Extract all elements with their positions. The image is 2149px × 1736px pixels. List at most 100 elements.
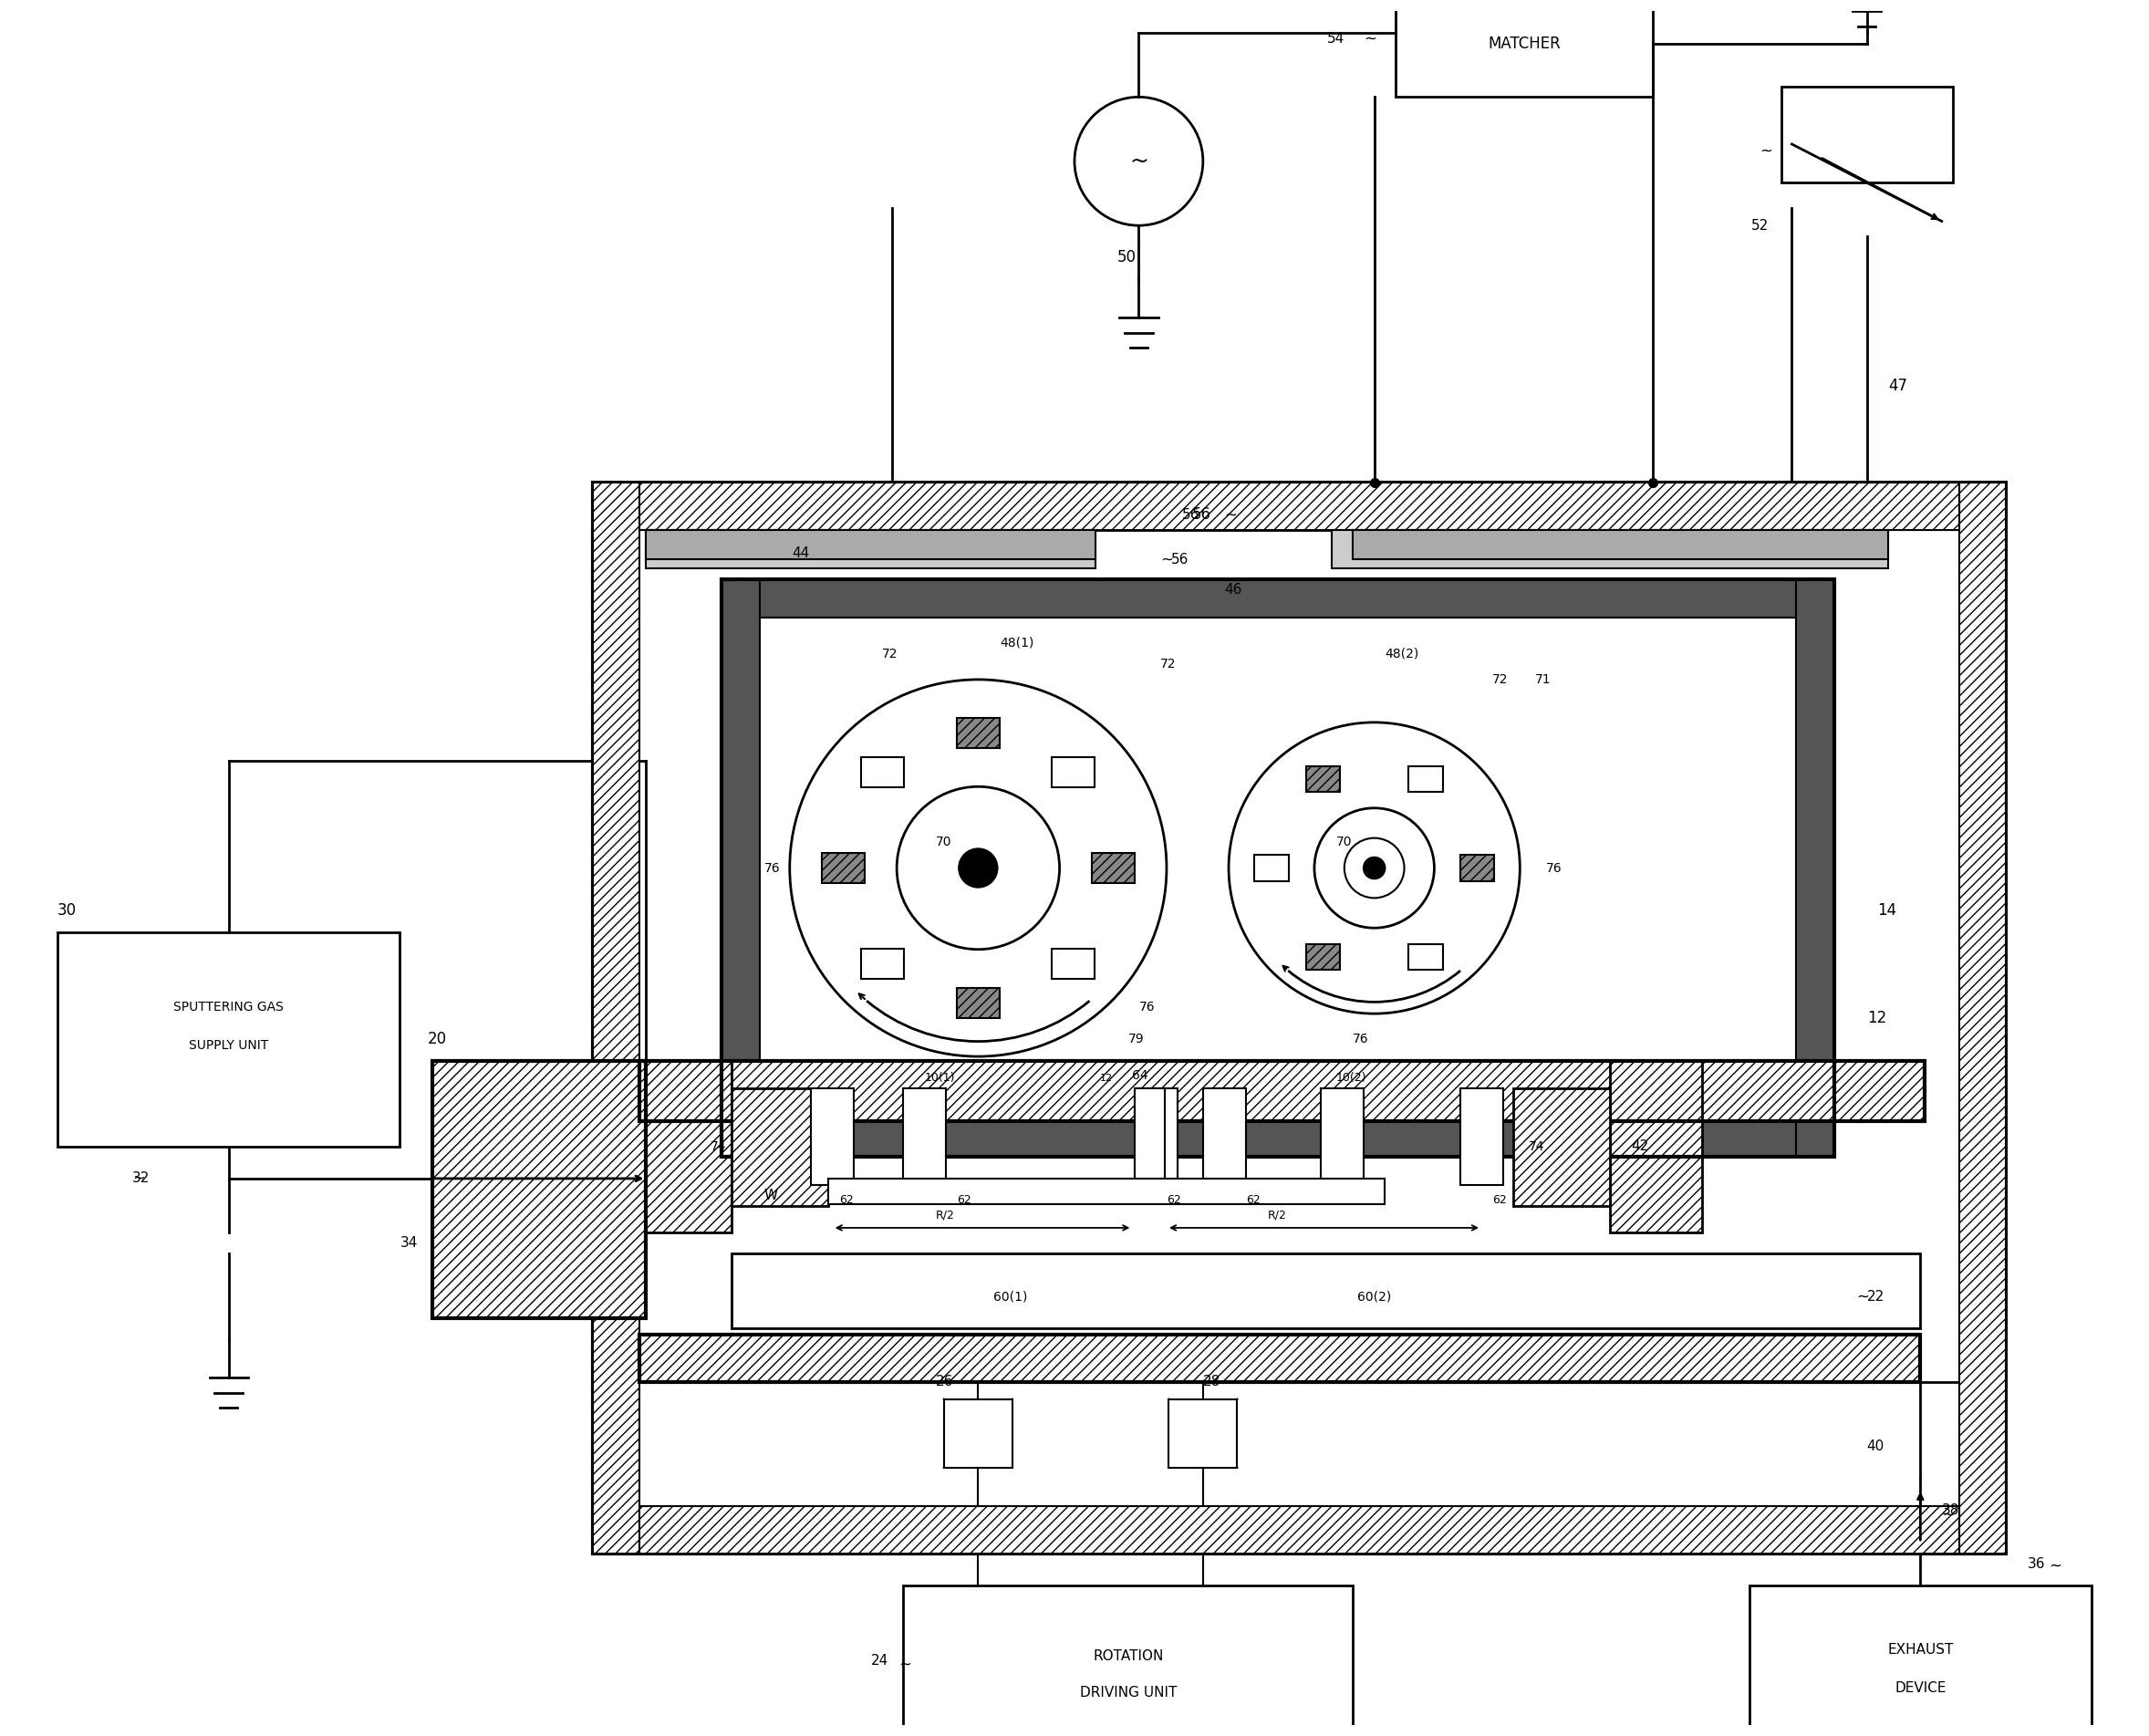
- Bar: [1203, 1088, 1246, 1186]
- Bar: [722, 1118, 1835, 1158]
- Bar: [1135, 1088, 1178, 1186]
- Circle shape: [789, 679, 1167, 1057]
- Text: 52: 52: [1751, 219, 1769, 233]
- Bar: [1354, 529, 1889, 559]
- Bar: [647, 529, 1096, 559]
- Text: SPUTTERING GAS: SPUTTERING GAS: [174, 1002, 284, 1014]
- Text: 56: 56: [1193, 507, 1212, 523]
- Text: SUPPLY UNIT: SUPPLY UNIT: [189, 1040, 269, 1052]
- Bar: [1307, 766, 1341, 792]
- Text: ~: ~: [1225, 507, 1238, 523]
- Circle shape: [896, 786, 1059, 950]
- Circle shape: [1365, 858, 1384, 878]
- Bar: [1960, 483, 2005, 1554]
- Text: R/2: R/2: [1268, 1208, 1287, 1220]
- Text: 56: 56: [1182, 509, 1199, 521]
- Text: 10(1): 10(1): [924, 1071, 954, 1083]
- Text: ~: ~: [1365, 31, 1375, 47]
- Bar: [647, 529, 1096, 568]
- Bar: [640, 1507, 1960, 1554]
- Bar: [1610, 1061, 1702, 1233]
- Bar: [1135, 1088, 1165, 1179]
- Text: 74: 74: [1528, 1141, 1545, 1153]
- Text: 60(1): 60(1): [993, 1290, 1027, 1302]
- Bar: [1322, 1088, 1365, 1186]
- Bar: [640, 1335, 1921, 1382]
- Text: ~: ~: [1943, 1507, 1956, 1522]
- Text: 40: 40: [1867, 1439, 1885, 1453]
- Text: 47: 47: [1889, 378, 1908, 394]
- Text: ~: ~: [898, 1656, 911, 1674]
- Bar: [862, 948, 905, 979]
- Bar: [58, 932, 400, 1146]
- Bar: [821, 852, 864, 884]
- Text: DEVICE: DEVICE: [1895, 1682, 1947, 1694]
- Bar: [640, 1061, 733, 1233]
- Bar: [1459, 856, 1494, 880]
- Text: 72: 72: [881, 648, 898, 660]
- Bar: [1255, 856, 1289, 880]
- Bar: [722, 578, 1835, 1158]
- Text: 72: 72: [1160, 658, 1176, 670]
- Text: 62: 62: [1246, 1194, 1259, 1207]
- Bar: [733, 1088, 827, 1207]
- Text: ~: ~: [133, 1170, 144, 1187]
- Text: ~: ~: [1150, 1373, 1163, 1391]
- Circle shape: [958, 849, 997, 887]
- Text: 64: 64: [1133, 1069, 1148, 1082]
- Bar: [827, 1179, 1384, 1205]
- Bar: [593, 483, 2005, 1554]
- Text: 44: 44: [791, 547, 810, 561]
- Text: ~: ~: [1760, 142, 1773, 158]
- Bar: [903, 1088, 946, 1186]
- Text: 22: 22: [1867, 1290, 1885, 1304]
- Text: 30: 30: [58, 903, 77, 918]
- Text: 62: 62: [1167, 1194, 1182, 1207]
- Bar: [956, 988, 999, 1017]
- Text: 48(1): 48(1): [999, 637, 1034, 649]
- Text: 76: 76: [765, 861, 780, 875]
- Text: ROTATION: ROTATION: [1092, 1649, 1163, 1663]
- Text: 70: 70: [935, 837, 952, 849]
- Bar: [1782, 87, 1953, 182]
- Text: 62: 62: [956, 1194, 971, 1207]
- Bar: [432, 1061, 647, 1318]
- Text: 48(2): 48(2): [1384, 648, 1418, 660]
- Circle shape: [1345, 838, 1403, 898]
- Text: 42: 42: [1631, 1139, 1648, 1153]
- Text: ~: ~: [1857, 1288, 1870, 1304]
- Circle shape: [1229, 722, 1519, 1014]
- Text: DRIVING UNIT: DRIVING UNIT: [1079, 1686, 1176, 1700]
- Bar: [1053, 757, 1096, 788]
- Text: 10(2): 10(2): [1337, 1071, 1367, 1083]
- Bar: [640, 1335, 1921, 1382]
- Text: 76: 76: [1139, 1002, 1154, 1014]
- Text: 14: 14: [1878, 903, 1898, 918]
- Text: 20: 20: [428, 1031, 447, 1047]
- Bar: [1459, 1088, 1502, 1186]
- Bar: [733, 1253, 1921, 1328]
- Text: 50: 50: [1117, 250, 1137, 266]
- Circle shape: [1315, 807, 1433, 929]
- Text: 38: 38: [1943, 1503, 1960, 1517]
- Text: 24: 24: [870, 1654, 890, 1667]
- Bar: [810, 1088, 853, 1186]
- Text: 72: 72: [1491, 674, 1509, 686]
- Bar: [1395, 0, 1653, 97]
- Bar: [1332, 529, 1889, 568]
- Bar: [1307, 944, 1341, 970]
- Bar: [956, 719, 999, 748]
- Bar: [903, 1585, 1354, 1736]
- Bar: [1053, 948, 1096, 979]
- Bar: [1092, 852, 1135, 884]
- Text: 74: 74: [711, 1141, 726, 1153]
- Text: 56: 56: [1171, 552, 1188, 566]
- Bar: [862, 757, 905, 788]
- Text: 70: 70: [1337, 837, 1352, 849]
- Bar: [432, 1061, 647, 1318]
- Text: 12: 12: [1100, 1073, 1113, 1083]
- Bar: [1797, 578, 1835, 1158]
- Bar: [593, 483, 640, 1554]
- Text: 76: 76: [1545, 861, 1562, 875]
- Text: 62: 62: [1491, 1194, 1506, 1207]
